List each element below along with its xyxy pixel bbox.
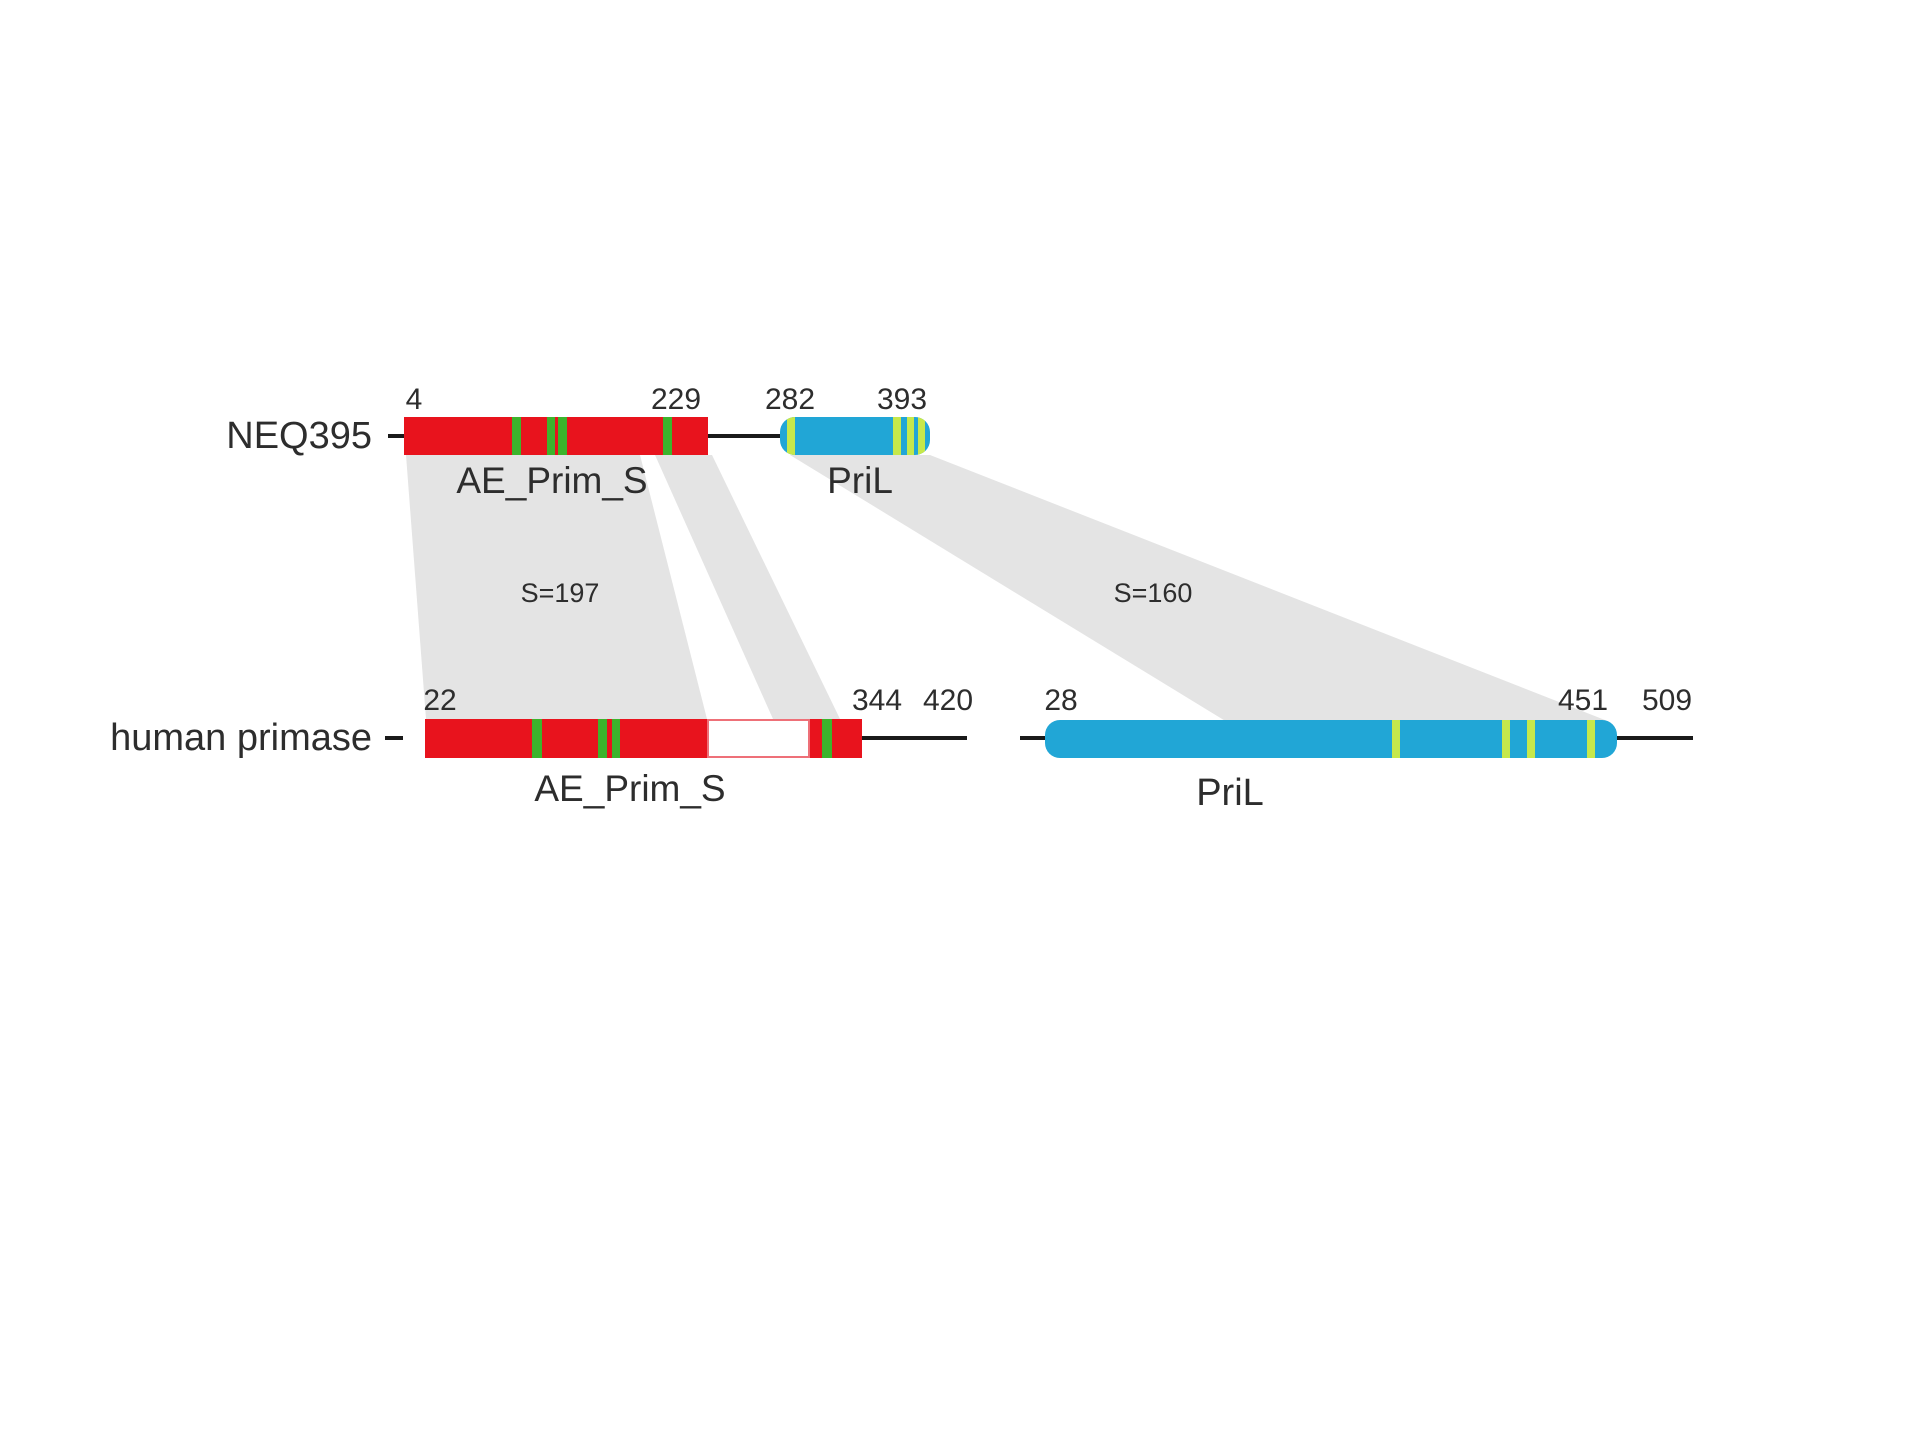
coord-human-prim-start: 22 xyxy=(423,684,457,717)
conserved-motif-mark xyxy=(822,719,832,758)
coord-human-pril-end: 451 xyxy=(1557,684,1609,717)
conserved-motif-mark xyxy=(1527,720,1535,758)
conserved-motif-mark xyxy=(1587,720,1595,758)
alignment-score-pril: S=160 xyxy=(1113,578,1193,608)
conserved-motif-mark xyxy=(663,417,672,455)
conserved-motif-mark xyxy=(893,417,901,455)
domain-bar-human-pril xyxy=(1045,720,1617,758)
domain-label-neq395-pril: PriL xyxy=(827,460,893,501)
domain-bar-neq395-aeprims xyxy=(404,417,708,455)
conserved-motif-mark xyxy=(1392,720,1400,758)
coord-human-prim-chain-end: 420 xyxy=(922,684,974,717)
conserved-motif-mark xyxy=(907,417,914,455)
backbone-line-human-pril-lead xyxy=(1020,736,1045,740)
protein-name-neq395: NEQ395 xyxy=(226,415,372,457)
coord-neq395-pril-end: 393 xyxy=(876,383,928,416)
conserved-motif-mark xyxy=(558,417,567,455)
backbone-line-human-prim-tail xyxy=(862,736,967,740)
domain-label-human-aeprims: AE_Prim_S xyxy=(534,768,726,809)
conserved-motif-mark xyxy=(547,417,555,455)
alignment-band-pril xyxy=(790,455,1610,722)
coord-human-prim-end: 344 xyxy=(851,684,903,717)
conserved-motif-mark xyxy=(787,417,795,455)
conserved-motif-mark xyxy=(598,719,607,758)
domain-bar-human-aeprims xyxy=(425,719,862,758)
conserved-motif-mark xyxy=(512,417,521,455)
conserved-motif-mark xyxy=(612,719,620,758)
unaligned-insertion-region xyxy=(707,719,810,758)
domain-bar-neq395-pril xyxy=(780,417,930,455)
conserved-motif-mark xyxy=(1502,720,1510,758)
protein-name-human-primase: human primase xyxy=(110,717,372,759)
coord-human-pril-start: 28 xyxy=(1044,684,1078,717)
domain-label-neq395-aeprims: AE_Prim_S xyxy=(456,460,648,501)
domain-label-human-pril: PriL xyxy=(1196,772,1264,814)
conserved-motif-mark xyxy=(532,719,542,758)
coord-neq395-pril-start: 282 xyxy=(764,383,816,416)
backbone-line-human-prim-lead xyxy=(385,736,403,740)
coord-neq395-prim-end: 229 xyxy=(650,383,702,416)
alignment-band-prim-right xyxy=(655,455,840,719)
alignment-band-prim-main xyxy=(406,455,707,719)
alignment-score-prim: S=197 xyxy=(520,578,600,608)
conserved-motif-mark xyxy=(918,417,925,455)
backbone-line-human-pril-tail xyxy=(1617,736,1693,740)
backbone-line-neq395-lead xyxy=(388,434,404,438)
coord-human-pril-chain-end: 509 xyxy=(1641,684,1693,717)
backbone-line-neq395-linker xyxy=(708,434,780,438)
coord-neq395-prim-start: 4 xyxy=(405,383,423,416)
